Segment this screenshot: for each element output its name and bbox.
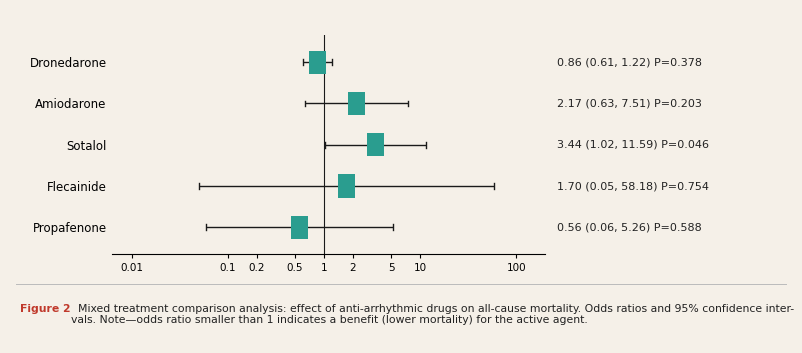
Bar — [291, 216, 309, 239]
Text: 1.70 (0.05, 58.18) ⁠P=0.754: 1.70 (0.05, 58.18) ⁠P=0.754 — [557, 181, 710, 191]
Text: 2.17 (0.63, 7.51) ⁠P=0.203: 2.17 (0.63, 7.51) ⁠P=0.203 — [557, 98, 703, 108]
Text: Mixed treatment comparison analysis: effect of anti-arrhythmic drugs on all-caus: Mixed treatment comparison analysis: eff… — [71, 304, 794, 325]
Text: 3.44 (1.02, 11.59) ⁠P=0.046: 3.44 (1.02, 11.59) ⁠P=0.046 — [557, 140, 710, 150]
Text: 0.86 (0.61, 1.22) ⁠P=0.378: 0.86 (0.61, 1.22) ⁠P=0.378 — [557, 57, 703, 67]
Bar — [367, 133, 384, 156]
Bar — [309, 50, 326, 74]
Bar — [338, 174, 354, 198]
Bar — [348, 92, 365, 115]
Text: 0.56 (0.06, 5.26) ⁠P=0.588: 0.56 (0.06, 5.26) ⁠P=0.588 — [557, 222, 702, 232]
Text: Figure 2: Figure 2 — [20, 304, 71, 313]
